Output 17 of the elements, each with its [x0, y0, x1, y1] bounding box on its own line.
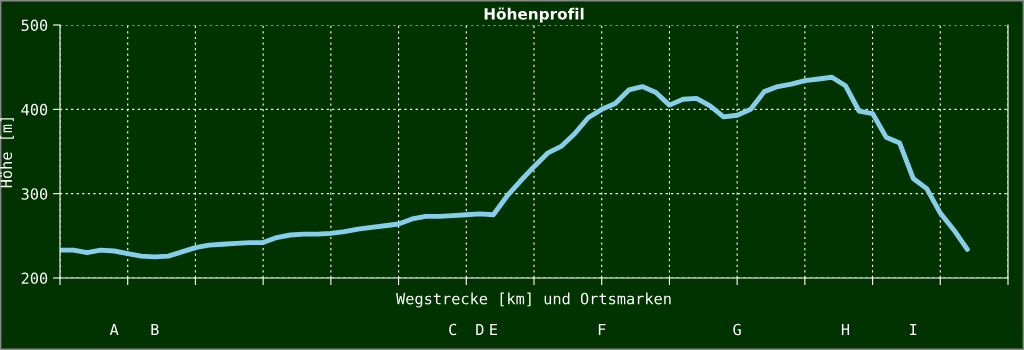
x-tick-label: G [733, 323, 741, 336]
y-tick-label: 200 [21, 272, 48, 285]
line-series [60, 74, 970, 260]
y-axis-title: Höhe [m] [0, 118, 14, 188]
x-axis-title: Wegstrecke [km] und Ortsmarken [396, 292, 671, 308]
x-tick-label: B [151, 323, 159, 336]
chart-title: Höhenprofil [484, 7, 584, 23]
x-tick-label: F [598, 323, 606, 336]
y-tick-label: 400 [21, 103, 48, 116]
y-tick-label: 300 [21, 188, 48, 200]
y-tick-label: 500 [21, 19, 48, 32]
x-tick-label: I [910, 323, 917, 336]
x-tick-label: C [449, 323, 457, 336]
x-tick-label: E [490, 323, 497, 336]
x-tick-label: H [841, 323, 850, 336]
x-tick-label: D [476, 323, 484, 336]
x-tick-label: A [109, 323, 119, 336]
